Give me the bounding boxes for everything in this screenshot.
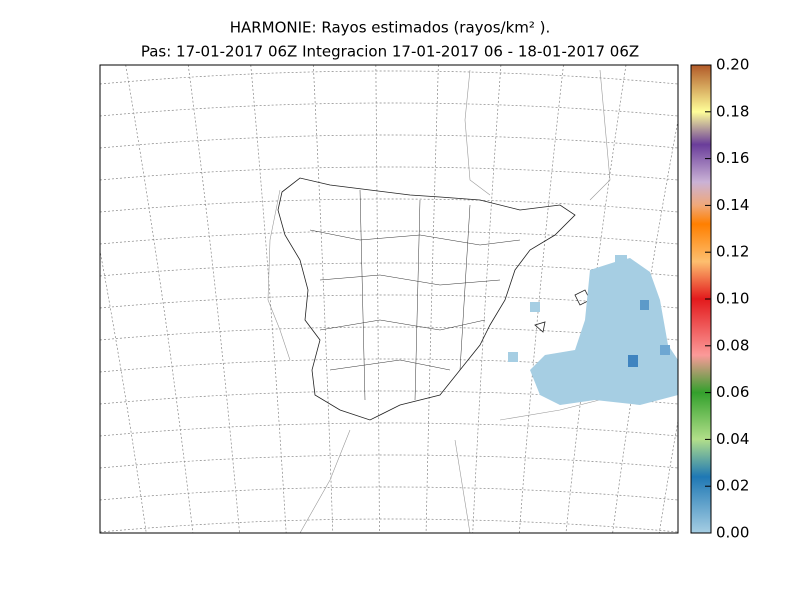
colorbar-tick-label: 0.00 (716, 524, 749, 542)
subtitle: Pas: 17-01-2017 06Z Integracion 17-01-20… (141, 43, 639, 61)
title: HARMONIE: Rayos estimados (rayos/km² ). (230, 19, 551, 37)
graticule (0, 65, 678, 596)
borders (309, 189, 521, 401)
colorbar-tick-label: 0.18 (716, 102, 749, 120)
map (0, 65, 678, 596)
coastline (277, 177, 576, 421)
meridian (375, 65, 380, 533)
parallel (100, 102, 678, 117)
parallel (100, 134, 678, 149)
parallel (100, 454, 678, 469)
lightning-area (508, 255, 678, 405)
meridian (125, 65, 194, 533)
meridian (472, 65, 502, 533)
parallel (100, 198, 678, 213)
parallel (100, 230, 678, 245)
neighbours (267, 69, 678, 533)
colorbar-tick-label: 0.06 (716, 383, 749, 401)
meridian (250, 65, 287, 533)
colorbar-tick-label: 0.12 (716, 243, 749, 261)
meridian (658, 418, 678, 533)
colorbar-tick-label: 0.02 (716, 477, 749, 495)
parallel (100, 70, 678, 85)
colorbar-tick-label: 0.10 (716, 290, 749, 308)
meridian (1, 65, 100, 533)
meridian (0, 65, 53, 533)
meridian (100, 248, 147, 533)
meridian (312, 65, 334, 533)
parallel (100, 551, 678, 564)
parallel (100, 583, 678, 596)
parallel (100, 166, 678, 181)
colorbar-tick-label: 0.08 (716, 336, 749, 354)
parallel (100, 422, 678, 437)
meridian (425, 65, 439, 533)
meridian (612, 118, 678, 533)
parallel (100, 486, 678, 501)
parallel (100, 518, 678, 533)
colorbar-tick-label: 0.20 (716, 56, 749, 74)
map-frame (99, 64, 679, 534)
colorbar-tick-label: 0.04 (716, 430, 749, 448)
colorbar-tick-label: 0.16 (716, 149, 749, 167)
meridian (519, 65, 564, 533)
colorbar-tick-label: 0.14 (716, 196, 749, 214)
meridian (0, 65, 6, 533)
